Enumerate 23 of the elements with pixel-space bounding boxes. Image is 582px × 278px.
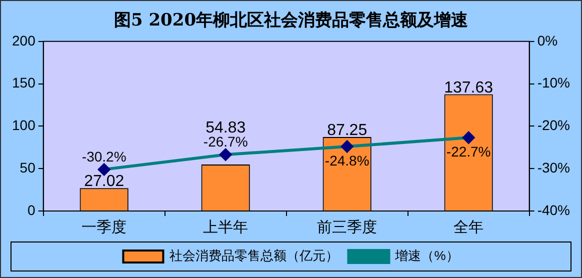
data-label: 27.02 — [84, 173, 124, 190]
x-tick-label: 一季度 — [82, 219, 127, 236]
data-label: 87.25 — [327, 122, 368, 140]
x-tick-label: 上半年 — [203, 219, 248, 236]
y2-tick-label: 0% — [537, 32, 558, 48]
y2-tick-label: -40% — [537, 202, 570, 218]
data-label: 137.63 — [444, 79, 494, 96]
y-tick-label: 100 — [12, 117, 36, 134]
y-tick-label: 150 — [12, 74, 36, 91]
data-label: -30.2% — [82, 148, 126, 164]
x-tick-label: 全年 — [454, 219, 484, 236]
y-tick-label: 200 — [12, 32, 36, 48]
x-tick-label: 前三季度 — [317, 219, 378, 236]
y2-tick-label: -20% — [537, 117, 570, 134]
y-tick-label: 50 — [20, 159, 36, 176]
y2-tick-label: -10% — [537, 74, 570, 91]
y2-tick-label: -30% — [537, 159, 570, 176]
data-label: -22.7% — [446, 144, 491, 160]
chart-title: 图5 2020年柳北区社会消费品零售总额及增速 — [114, 10, 468, 31]
y-tick-label: 0 — [28, 202, 36, 218]
legend-label: 社会消费品零售总额（亿元） — [170, 248, 339, 264]
legend-label: 增速（%） — [394, 248, 459, 264]
data-label: -24.8% — [324, 152, 370, 169]
